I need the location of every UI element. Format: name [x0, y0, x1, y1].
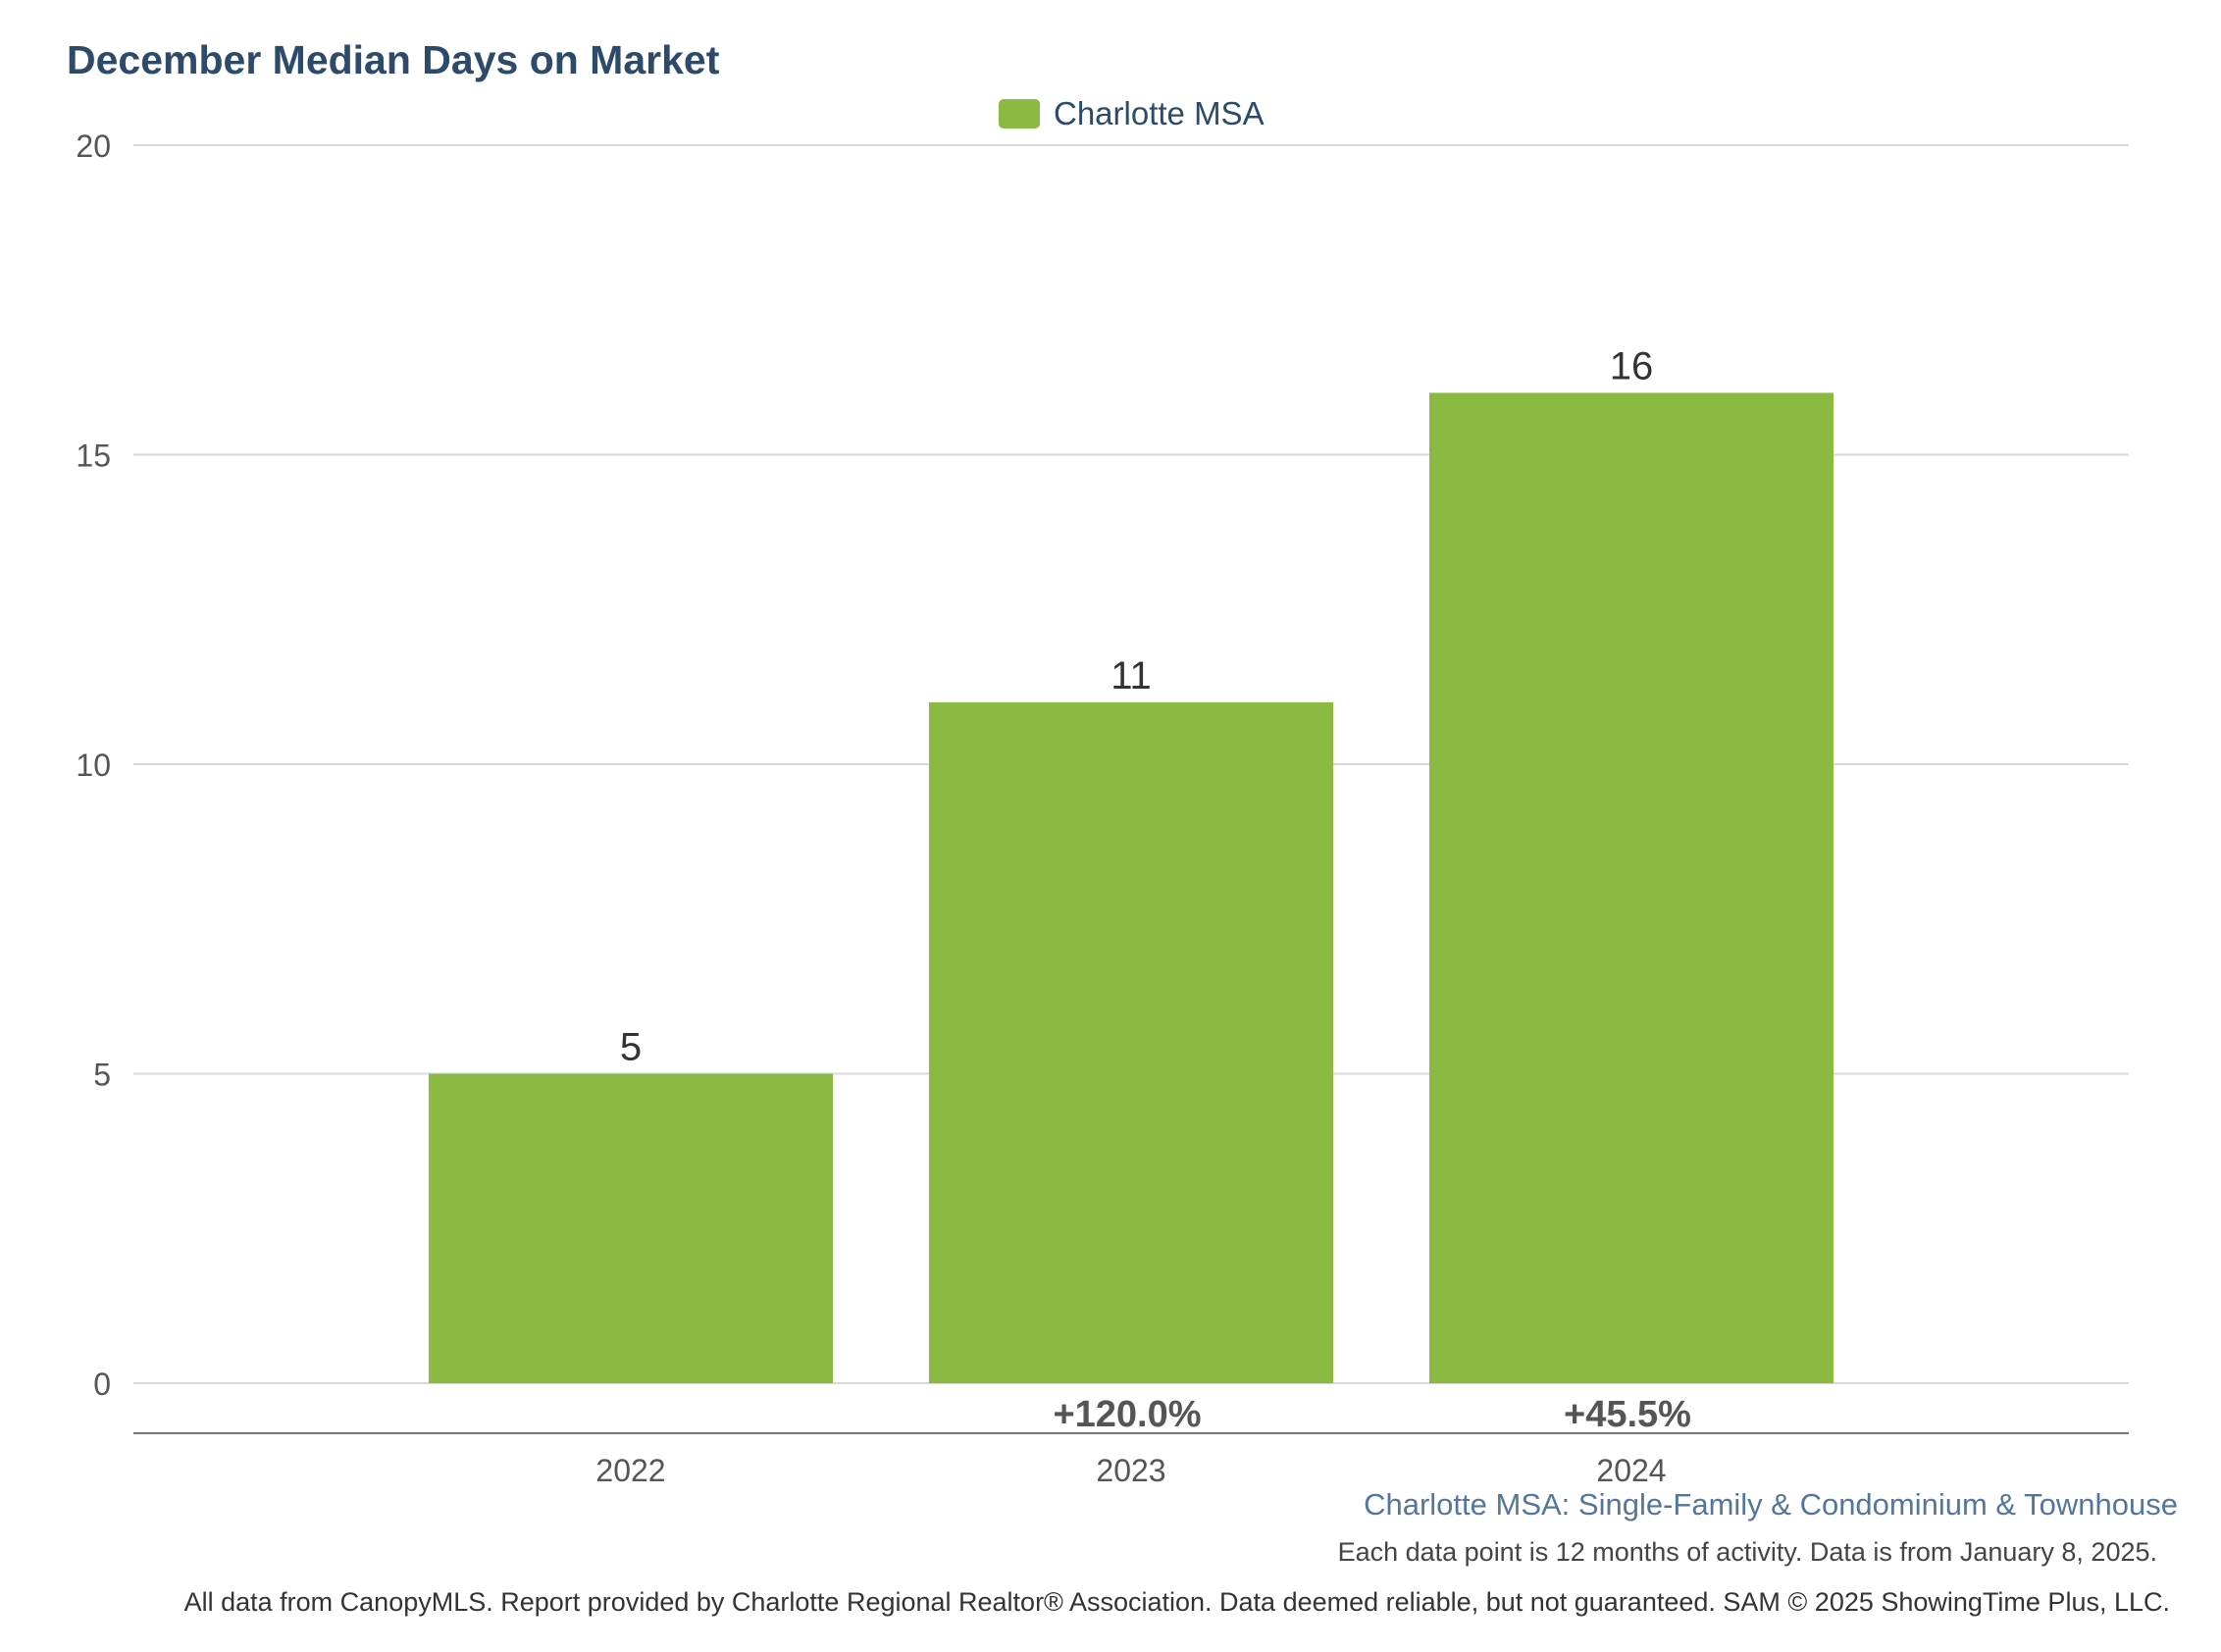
y-tick-label: 0: [93, 1367, 111, 1402]
y-tick-label: 5: [93, 1058, 111, 1093]
bar-value-label: 16: [1610, 344, 1654, 387]
y-tick-label: 15: [76, 439, 111, 474]
data-note: Each data point is 12 months of activity…: [1337, 1537, 2157, 1567]
change-label: +45.5%: [1564, 1394, 1691, 1435]
source-note: All data from CanopyMLS. Report provided…: [183, 1587, 2170, 1617]
x-tick-label: 2023: [1096, 1453, 1165, 1488]
change-label: +120.0%: [1053, 1394, 1201, 1435]
y-tick-label: 20: [76, 129, 111, 164]
chart-subtitle: Charlotte MSA: Single-Family & Condomini…: [1364, 1487, 2178, 1522]
x-tick-label: 2022: [595, 1453, 665, 1488]
chart-title: December Median Days on Market: [67, 37, 720, 82]
bar-value-label: 5: [620, 1026, 642, 1069]
legend-label: Charlotte MSA: [1054, 95, 1265, 131]
bar[interactable]: [1429, 392, 1834, 1383]
x-tick-label: 2024: [1596, 1453, 1666, 1488]
legend-swatch: [999, 99, 1040, 129]
bar[interactable]: [429, 1073, 833, 1384]
legend[interactable]: Charlotte MSA: [999, 94, 1265, 133]
bar-value-label: 11: [1110, 654, 1152, 697]
y-tick-label: 10: [76, 748, 111, 783]
bar[interactable]: [929, 701, 1333, 1383]
